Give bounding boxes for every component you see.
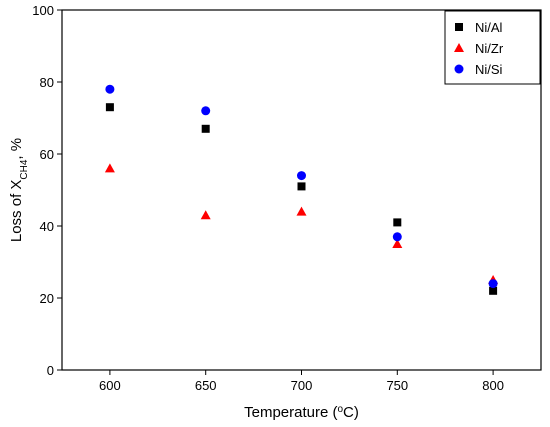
y-tick-label: 40 <box>40 219 54 234</box>
y-tick-label: 100 <box>32 3 54 18</box>
data-point-ni-si <box>392 232 402 242</box>
x-axis-title-suffix: C) <box>343 404 359 421</box>
legend-label-ni-si: Ni/Si <box>475 62 503 77</box>
data-point-ni-zr <box>392 239 403 248</box>
x-tick-label: 700 <box>291 378 313 393</box>
y-axis-title-suffix: , % <box>8 138 25 160</box>
x-tick-label: 750 <box>386 378 408 393</box>
data-point-ni-al <box>297 182 306 191</box>
data-point-ni-al <box>489 286 498 295</box>
data-point-ni-zr <box>104 163 115 173</box>
data-point-ni-si <box>297 171 306 181</box>
y-axis-title-prefix: Loss of X <box>8 180 25 243</box>
legend-marker-ni-al <box>455 23 463 31</box>
data-point-ni-al <box>393 218 402 227</box>
data-point-ni-zr <box>296 206 307 216</box>
data-point-ni-al <box>201 124 210 133</box>
y-tick-label: 60 <box>40 147 54 162</box>
y-axis: 0 20 40 60 80 100 <box>32 3 62 378</box>
y-axis-title: Loss of XCH4, % <box>8 138 30 242</box>
x-tick-label: 600 <box>99 378 121 393</box>
x-tick-label: 650 <box>195 378 217 393</box>
x-axis-title-prefix: Temperature ( <box>244 404 337 421</box>
x-axis-title-superscript: o <box>337 404 343 415</box>
y-tick-label: 80 <box>40 75 54 90</box>
data-point-ni-al <box>105 103 114 112</box>
legend-marker-ni-zr <box>454 43 464 52</box>
legend-label-ni-zr: Ni/Zr <box>475 41 504 56</box>
data-point-ni-zr <box>200 210 211 220</box>
data-point-ni-si <box>105 84 115 94</box>
legend-marker-ni-si <box>454 64 464 74</box>
legend-label-ni-al: Ni/Al <box>475 20 503 35</box>
legend: Ni/Al Ni/Zr Ni/Si <box>444 10 541 85</box>
data-point-ni-si <box>488 279 498 289</box>
x-axis-title: Temperature (oC) <box>244 404 359 422</box>
y-tick-label: 20 <box>40 291 54 306</box>
x-tick-label: 800 <box>482 378 504 393</box>
y-tick-label: 0 <box>47 363 54 378</box>
data-points <box>104 84 499 295</box>
x-axis: 600 650 700 750 800 <box>99 370 504 393</box>
y-axis-title-subscript: CH4 <box>19 159 30 179</box>
data-point-ni-si <box>201 106 211 116</box>
